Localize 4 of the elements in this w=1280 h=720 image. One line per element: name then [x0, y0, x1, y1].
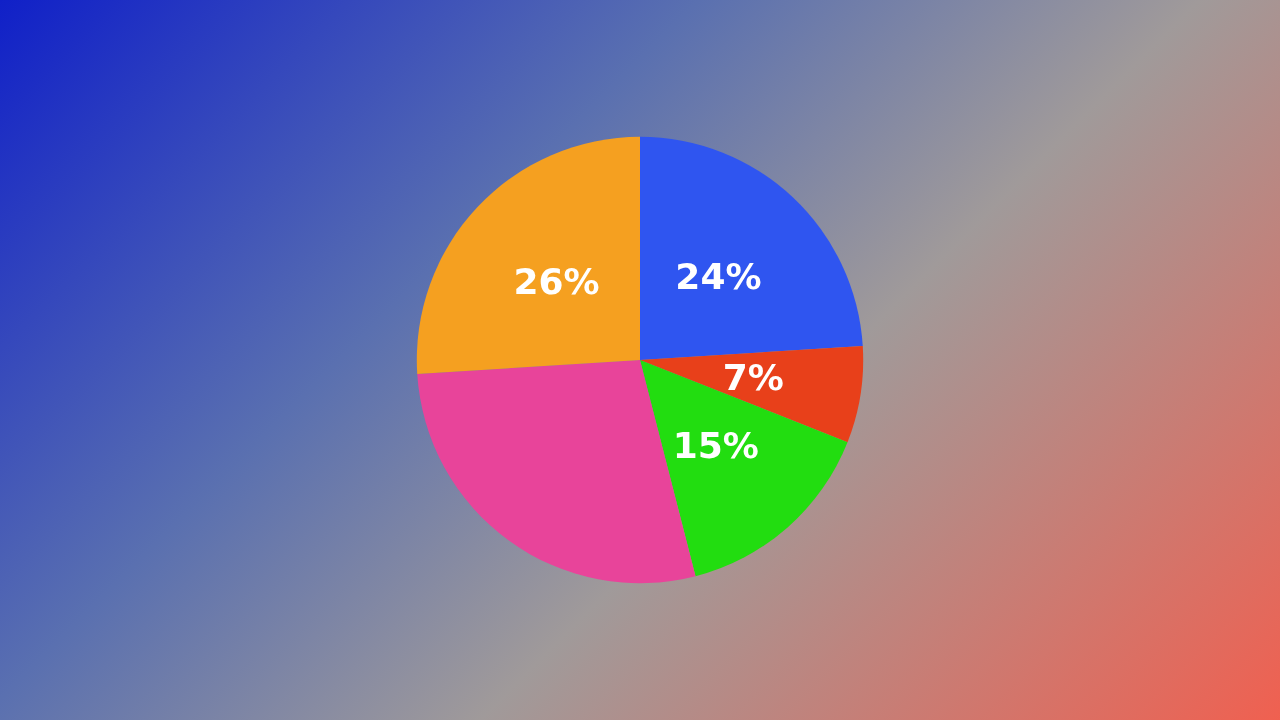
- data-label: 26%: [513, 261, 600, 303]
- data-label: 15%: [672, 425, 759, 467]
- data-label: 7%: [722, 357, 784, 399]
- data-label: 24%: [675, 255, 762, 297]
